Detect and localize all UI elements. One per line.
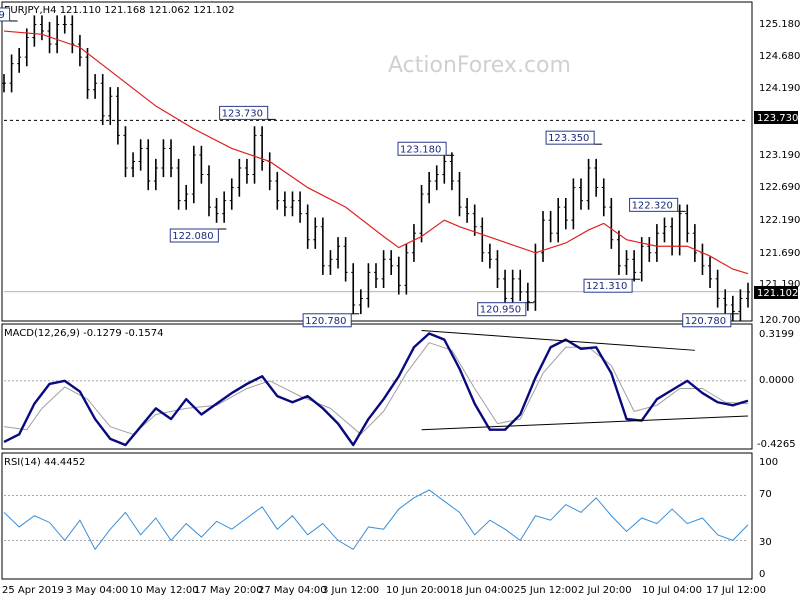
macd-trendline (421, 415, 749, 431)
x-tick-label: 17 Jul 12:00 (706, 585, 766, 596)
price-panel-title: EURJPY,H4 121.110 121.168 121.062 121.10… (4, 5, 235, 16)
rsi-plot (3, 489, 749, 551)
x-tick-label: 17 May 20:00 (194, 585, 263, 596)
price-y-tick: 124.680 (759, 51, 800, 62)
rsi-y-tick: 0 (759, 569, 765, 580)
annotation-box (0, 7, 11, 22)
x-tick-label: 3 May 04:00 (66, 585, 128, 596)
x-tick-label: 3 Jun 12:00 (322, 585, 379, 596)
annotation-box (545, 130, 595, 145)
x-tick-label: 18 Jun 04:00 (450, 585, 514, 596)
annotation-label: 122.080 (172, 231, 213, 242)
x-tick-label: 25 Apr 2019 (2, 585, 64, 596)
macd-signal-line (3, 342, 749, 435)
rsi-panel-frame (1, 452, 753, 580)
macd-line (3, 332, 749, 447)
price-y-ticks: 125.180 124.680 124.190 123.190 122.690 … (759, 19, 800, 326)
annotation-label: 123.180 (400, 144, 441, 155)
rsi-y-tick: 70 (759, 489, 772, 500)
annotation-box (629, 197, 679, 212)
annotation-box (477, 302, 527, 317)
last-price-label-bg (754, 286, 798, 299)
price-y-tick: 125.180 (759, 19, 800, 30)
annotation-label: 120.780 (305, 316, 346, 327)
macd-y-tick: 0.0000 (759, 375, 794, 386)
annotation-label: 120.780 (685, 316, 726, 327)
macd-panel-frame (1, 323, 753, 450)
rsi-y-tick: 30 (759, 537, 772, 548)
annotation-label: 123.730 (222, 108, 263, 119)
price-y-tick: 120.700 (759, 315, 800, 326)
price-annotation: 121.310 (583, 278, 641, 293)
annotation-box (583, 278, 633, 293)
price-annotations: 125.239 123.730 122.080 120.780 123.180 120.9… (0, 7, 739, 328)
rsi-panel-title: RSI(14) 44.4452 (4, 457, 85, 468)
price-annotation: 123.730 (219, 105, 276, 120)
price-y-tick: 124.190 (759, 83, 800, 94)
rsi-line (3, 489, 749, 551)
price-annotation: 120.950 (477, 302, 534, 317)
price-annotation: 120.780 (682, 313, 739, 328)
rsi-y-tick: 100 (759, 457, 778, 468)
annotation-box (169, 228, 219, 243)
price-annotation: 125.239 (0, 7, 18, 22)
annotation-label: 120.950 (480, 305, 521, 316)
macd-y-tick: 0.3199 (759, 329, 794, 340)
x-tick-label: 25 Jun 12:00 (514, 585, 578, 596)
macd-y-tick: -0.4265 (757, 439, 796, 450)
x-tick-label: 10 Jul 04:00 (642, 585, 702, 596)
annotation-box (302, 313, 352, 328)
macd-plot (3, 329, 749, 447)
price-y-tick: 122.690 (759, 182, 800, 193)
price-annotation: 120.780 (302, 313, 360, 328)
price-annotation: 123.350 (545, 130, 603, 145)
annotation-label: 125.239 (0, 10, 5, 21)
annotation-label: 122.320 (632, 200, 673, 211)
x-tick-label: 10 May 12:00 (130, 585, 199, 596)
price-panel-frame (1, 1, 753, 322)
macd-trendline (421, 329, 695, 351)
price-y-tick: 121.190 (759, 279, 800, 290)
macd-panel-title: MACD(12,26,9) -0.1279 -0.1574 (4, 328, 164, 339)
annotation-box (397, 141, 447, 156)
price-annotation: 122.080 (169, 228, 227, 243)
watermark-text: ActionForex.com (388, 53, 571, 78)
price-annotation: 122.320 (629, 197, 686, 212)
x-tick-label: 2 Jul 20:00 (578, 585, 632, 596)
annotation-box (219, 105, 269, 120)
x-axis-labels: 25 Apr 2019 3 May 04:00 10 May 12:00 17 … (2, 585, 766, 596)
resistance-axis-label: 123.730 (757, 113, 798, 124)
resistance-axis-label-bg (754, 111, 798, 124)
last-price-label: 121.102 (757, 288, 798, 299)
price-y-tick: 122.190 (759, 215, 800, 226)
price-annotation: 123.180 (397, 141, 455, 156)
annotation-box (682, 313, 732, 328)
price-y-tick: 121.690 (759, 248, 800, 259)
annotation-label: 121.310 (586, 281, 627, 292)
rsi-y-ticks: 100 70 30 0 (759, 457, 778, 580)
x-tick-label: 27 May 04:00 (258, 585, 327, 596)
annotation-label: 123.350 (548, 133, 589, 144)
macd-y-ticks: 0.3199 0.0000 -0.4265 (757, 329, 796, 450)
moving-average-line (3, 30, 749, 275)
price-y-tick: 123.190 (759, 150, 800, 161)
x-tick-label: 10 Jun 20:00 (386, 585, 450, 596)
